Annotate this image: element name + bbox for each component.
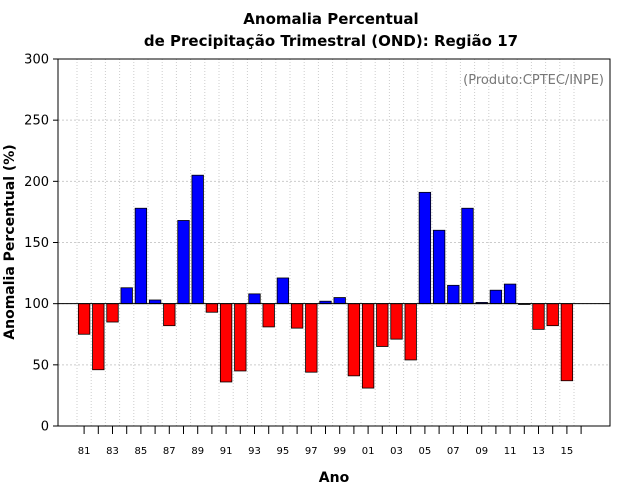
bar-92	[234, 303, 247, 372]
bar-93	[248, 293, 261, 305]
y-axis-label: Anomalia Percentual (%)	[2, 144, 18, 339]
x-tick-label: 87	[163, 446, 176, 457]
x-tick-label: 83	[106, 446, 119, 457]
bar-03	[390, 303, 403, 340]
y-tick-label: 50	[32, 358, 49, 373]
x-axis-ticks: 81 83 85 87 89 91 93 95 97 99 01 03 05 07 09 11 13 15	[78, 426, 582, 457]
y-tick-label: 300	[24, 53, 49, 68]
y-tick-label: 150	[24, 236, 49, 251]
x-tick-label: 13	[532, 446, 545, 457]
bar-04	[404, 303, 417, 361]
x-tick-label: 01	[362, 446, 375, 457]
bar-08	[461, 207, 474, 305]
chart-title-line2: de Precipitação Trimestral (OND): Região…	[144, 32, 518, 50]
bar-02	[376, 303, 389, 347]
x-tick-label: 11	[504, 446, 517, 457]
x-tick-label: 09	[475, 446, 488, 457]
bar-99	[333, 297, 346, 305]
bar-82	[92, 303, 105, 371]
x-tick-label: 07	[447, 446, 460, 457]
bar-83	[106, 303, 119, 323]
bar-07	[447, 284, 460, 305]
bar-88	[177, 220, 190, 305]
y-tick-label: 0	[41, 420, 49, 435]
bar-95	[276, 277, 290, 305]
x-axis-label: Ano	[319, 470, 350, 486]
bar-91	[219, 303, 233, 383]
bar-14	[546, 303, 559, 327]
chart-title-line1: Anomalia Percentual	[243, 10, 418, 28]
bar-89	[191, 174, 204, 305]
bar-15	[560, 303, 574, 382]
x-tick-label: 93	[248, 446, 261, 457]
bar-85	[134, 207, 148, 305]
bar-84	[120, 287, 133, 305]
bars	[77, 174, 574, 389]
bar-10	[489, 289, 503, 305]
y-tick-label: 200	[24, 175, 49, 190]
bar-05	[418, 191, 432, 305]
x-tick-label: 97	[305, 446, 318, 457]
x-tick-label: 03	[390, 446, 403, 457]
bar-81	[77, 303, 91, 335]
x-tick-label: 05	[419, 446, 432, 457]
x-tick-label: 81	[78, 446, 91, 457]
bar-96	[290, 303, 304, 329]
bar-87	[163, 303, 176, 327]
x-tick-label: 85	[135, 446, 148, 457]
x-tick-label: 91	[220, 446, 233, 457]
y-axis-ticks: 0 50 100 150 200 250 300	[24, 53, 58, 435]
y-tick-label: 100	[24, 297, 49, 312]
x-tick-label: 95	[277, 446, 290, 457]
bar-90	[205, 303, 219, 313]
bar-94	[262, 303, 275, 328]
bar-11	[503, 283, 517, 305]
bar-00	[347, 303, 361, 377]
bar-97	[305, 303, 318, 373]
y-tick-label: 250	[24, 114, 49, 129]
bar-86	[148, 299, 162, 305]
bar-13	[532, 303, 545, 330]
bar-01	[361, 303, 375, 389]
source-label: (Produto:CPTEC/INPE)	[463, 73, 604, 88]
x-tick-label: 99	[333, 446, 346, 457]
bar-06	[432, 229, 446, 305]
x-tick-label: 89	[191, 446, 204, 457]
x-tick-label: 15	[561, 446, 574, 457]
